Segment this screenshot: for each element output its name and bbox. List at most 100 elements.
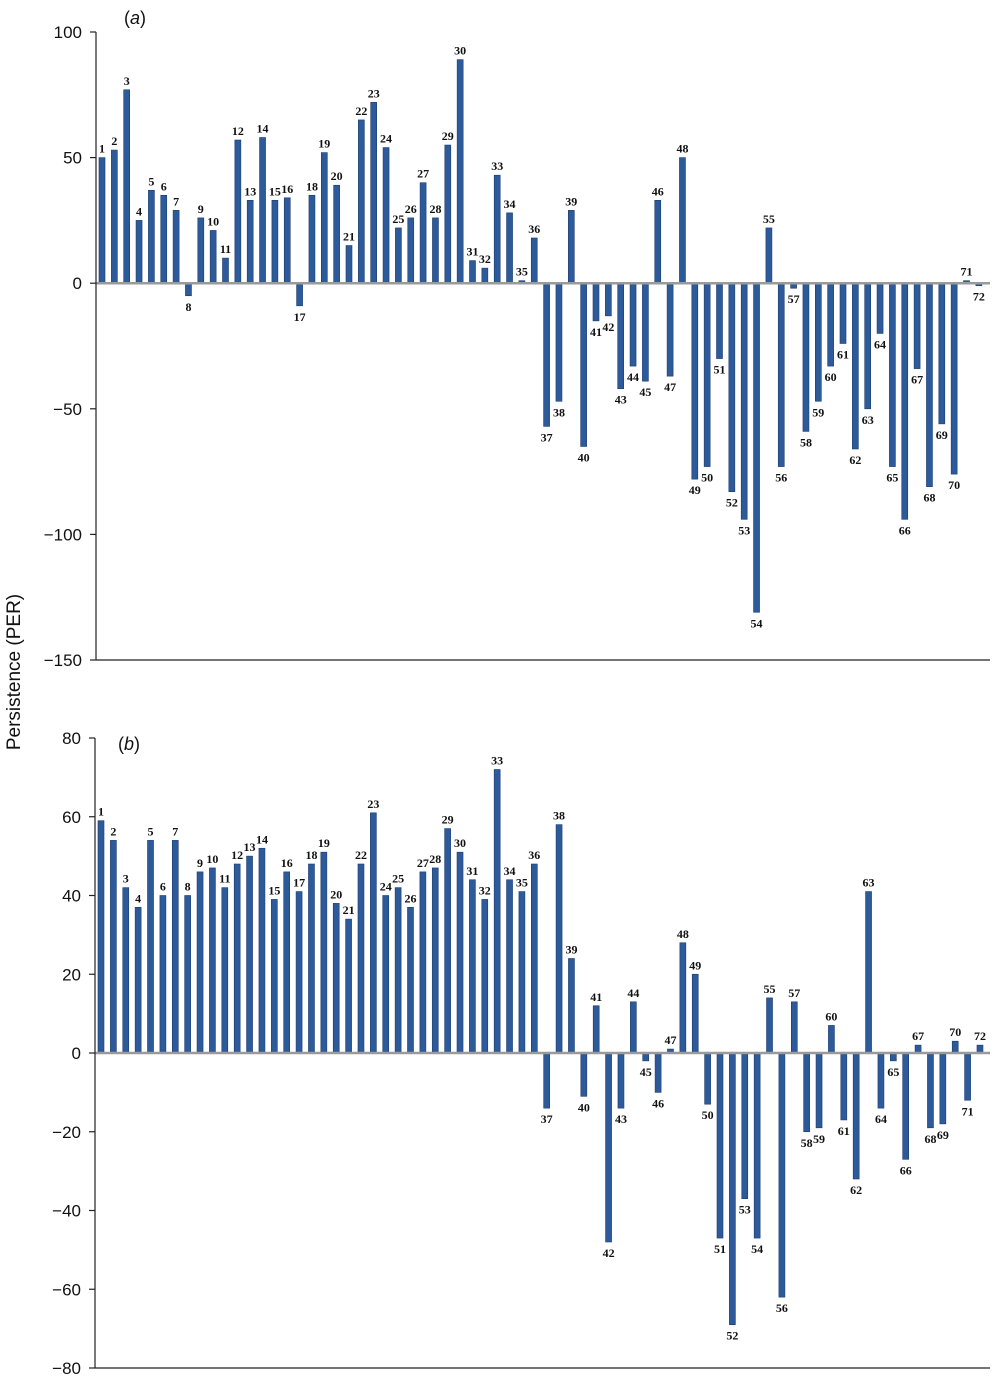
- panel-b-bars: [97, 769, 984, 1325]
- panel-b-bar-label-49: 49: [689, 958, 701, 972]
- panel-a-bar-16: [283, 197, 291, 284]
- panel-a-bar-27: [419, 182, 427, 284]
- panel-b-bar-label-2: 2: [110, 824, 116, 838]
- panel-b-bar-label-70: 70: [949, 1025, 961, 1039]
- panel-b-bar-label-24: 24: [380, 880, 392, 894]
- panel-a-bar-label-25: 25: [392, 212, 404, 226]
- panel-b-bar-10: [209, 867, 216, 1054]
- panel-b-bar-label-23: 23: [367, 797, 379, 811]
- panel-b-ytick-label: −40: [52, 1202, 81, 1221]
- panel-a-bar-14: [259, 137, 266, 284]
- panel-a-bar-34: [506, 212, 513, 284]
- panel-a-bar-label-2: 2: [111, 134, 117, 148]
- panel-b-bar-label-61: 61: [838, 1124, 850, 1138]
- panel-b-bar-53: [741, 1052, 749, 1199]
- panel-a-bar-55: [765, 227, 773, 284]
- panel-b-bar-18: [308, 863, 315, 1054]
- panel-a-bar-label-9: 9: [198, 202, 204, 216]
- panel-b-bar-4: [134, 907, 142, 1054]
- panel-a-bar-label-15: 15: [269, 184, 281, 198]
- panel-b-bar-label-26: 26: [405, 891, 417, 905]
- panel-b-bar-56: [778, 1052, 786, 1298]
- panel-a-ytick-label: −150: [44, 651, 82, 670]
- panel-a-ytick-label: 50: [63, 149, 82, 168]
- panel-b-bar-label-72: 72: [974, 1029, 986, 1043]
- panel-a-bar-label-30: 30: [454, 44, 466, 58]
- panel-a-bar-44: [629, 282, 637, 367]
- panel-a-bar-label-36: 36: [528, 222, 540, 236]
- panel-a-bar-label-5: 5: [148, 174, 154, 188]
- panel-b-bar-label-46: 46: [652, 1096, 664, 1110]
- panel-a-bar-56: [777, 282, 785, 467]
- panel-b-bar-50: [704, 1052, 711, 1105]
- panel-b-bar-25: [394, 887, 402, 1054]
- panel-b-bar-17: [295, 891, 303, 1054]
- panel-b-bar-label-33: 33: [491, 754, 503, 768]
- panel-b-bar-label-62: 62: [850, 1183, 862, 1197]
- panel-b-bar-62: [852, 1052, 860, 1180]
- panel-b-bar-33: [493, 769, 501, 1054]
- panel-a-bar-36: [530, 237, 538, 284]
- panel-b-bar-label-57: 57: [788, 986, 800, 1000]
- panel-b-bar-66: [902, 1052, 910, 1160]
- panel-a-bar-28: [432, 217, 439, 284]
- panel-b-bar-label-40: 40: [578, 1100, 590, 1114]
- panel-b-bar-label-63: 63: [863, 876, 875, 890]
- panel-a-bar-label-49: 49: [689, 483, 701, 497]
- panel-b-bar-label-59: 59: [813, 1132, 825, 1146]
- panel-b-bar-label-32: 32: [479, 883, 491, 897]
- panel-b-bar-label-58: 58: [801, 1136, 813, 1150]
- panel-b-bar-27: [419, 871, 427, 1054]
- panel-a-bar-label-10: 10: [207, 214, 219, 228]
- panel-b-bar-label-43: 43: [615, 1112, 627, 1126]
- panel-a-bar-59: [814, 282, 822, 402]
- panel-a-bar-22: [358, 119, 365, 284]
- panel-a-bar-31: [469, 260, 476, 284]
- panel-a-bar-17: [296, 282, 303, 307]
- panel-a-bar-23: [370, 102, 378, 284]
- panel-a-bar-label-19: 19: [318, 137, 330, 151]
- panel-b-bar-label-10: 10: [206, 852, 218, 866]
- panel-a-letter: a: [130, 8, 140, 28]
- panel-a-bar-2: [111, 149, 118, 284]
- panel-b-bar-54: [753, 1052, 761, 1239]
- panel-a-bar-9: [197, 217, 205, 284]
- panel-b-bar-59: [815, 1052, 823, 1129]
- panel-a-bar-label-39: 39: [565, 194, 577, 208]
- panel-b-bar-52: [729, 1052, 736, 1325]
- panel-b-bar-label-56: 56: [776, 1301, 788, 1315]
- panel-b-bar-68: [927, 1052, 934, 1129]
- panel-b-bar-label-68: 68: [924, 1132, 936, 1146]
- panel-a-bar-label-57: 57: [788, 292, 800, 306]
- panel-a-bar-label-16: 16: [281, 182, 293, 196]
- panel-b-bar-label-5: 5: [148, 824, 154, 838]
- panel-b-bar-label-3: 3: [123, 872, 129, 886]
- panel-a-bar-label-51: 51: [714, 363, 726, 377]
- panel-b-label: (b): [118, 734, 140, 754]
- y-axis-label: Persistence (PER): [4, 594, 25, 750]
- panel-b-bar-label-8: 8: [185, 880, 191, 894]
- panel-a-bar-label-31: 31: [467, 245, 479, 259]
- panel-b-ytick-label: 20: [62, 965, 81, 984]
- panel-a-bar-32: [481, 267, 489, 284]
- panel-a-bar-15: [271, 200, 279, 284]
- panel-a-ytick-label: −100: [44, 525, 82, 544]
- panel-a-bar-66: [901, 282, 909, 520]
- panel-a-bar-24: [382, 147, 390, 284]
- panel-a-bar-45: [642, 282, 649, 382]
- panel-b-bar-21: [345, 918, 352, 1054]
- panel-b-bar-51: [716, 1052, 724, 1239]
- panel-b-bar-24: [382, 895, 390, 1054]
- panel-b-bar-label-11: 11: [219, 872, 230, 886]
- panel-b-bar-label-16: 16: [281, 856, 293, 870]
- panel-a-bar-label-60: 60: [825, 370, 837, 384]
- panel-a-bar-68: [926, 282, 933, 487]
- panel-a-bar-13: [246, 200, 254, 284]
- panel-b-bar-19: [320, 851, 328, 1054]
- panel-b-bar-label-38: 38: [553, 809, 565, 823]
- panel-b-bar-32: [481, 899, 489, 1054]
- panel-a-bar-39: [567, 210, 575, 284]
